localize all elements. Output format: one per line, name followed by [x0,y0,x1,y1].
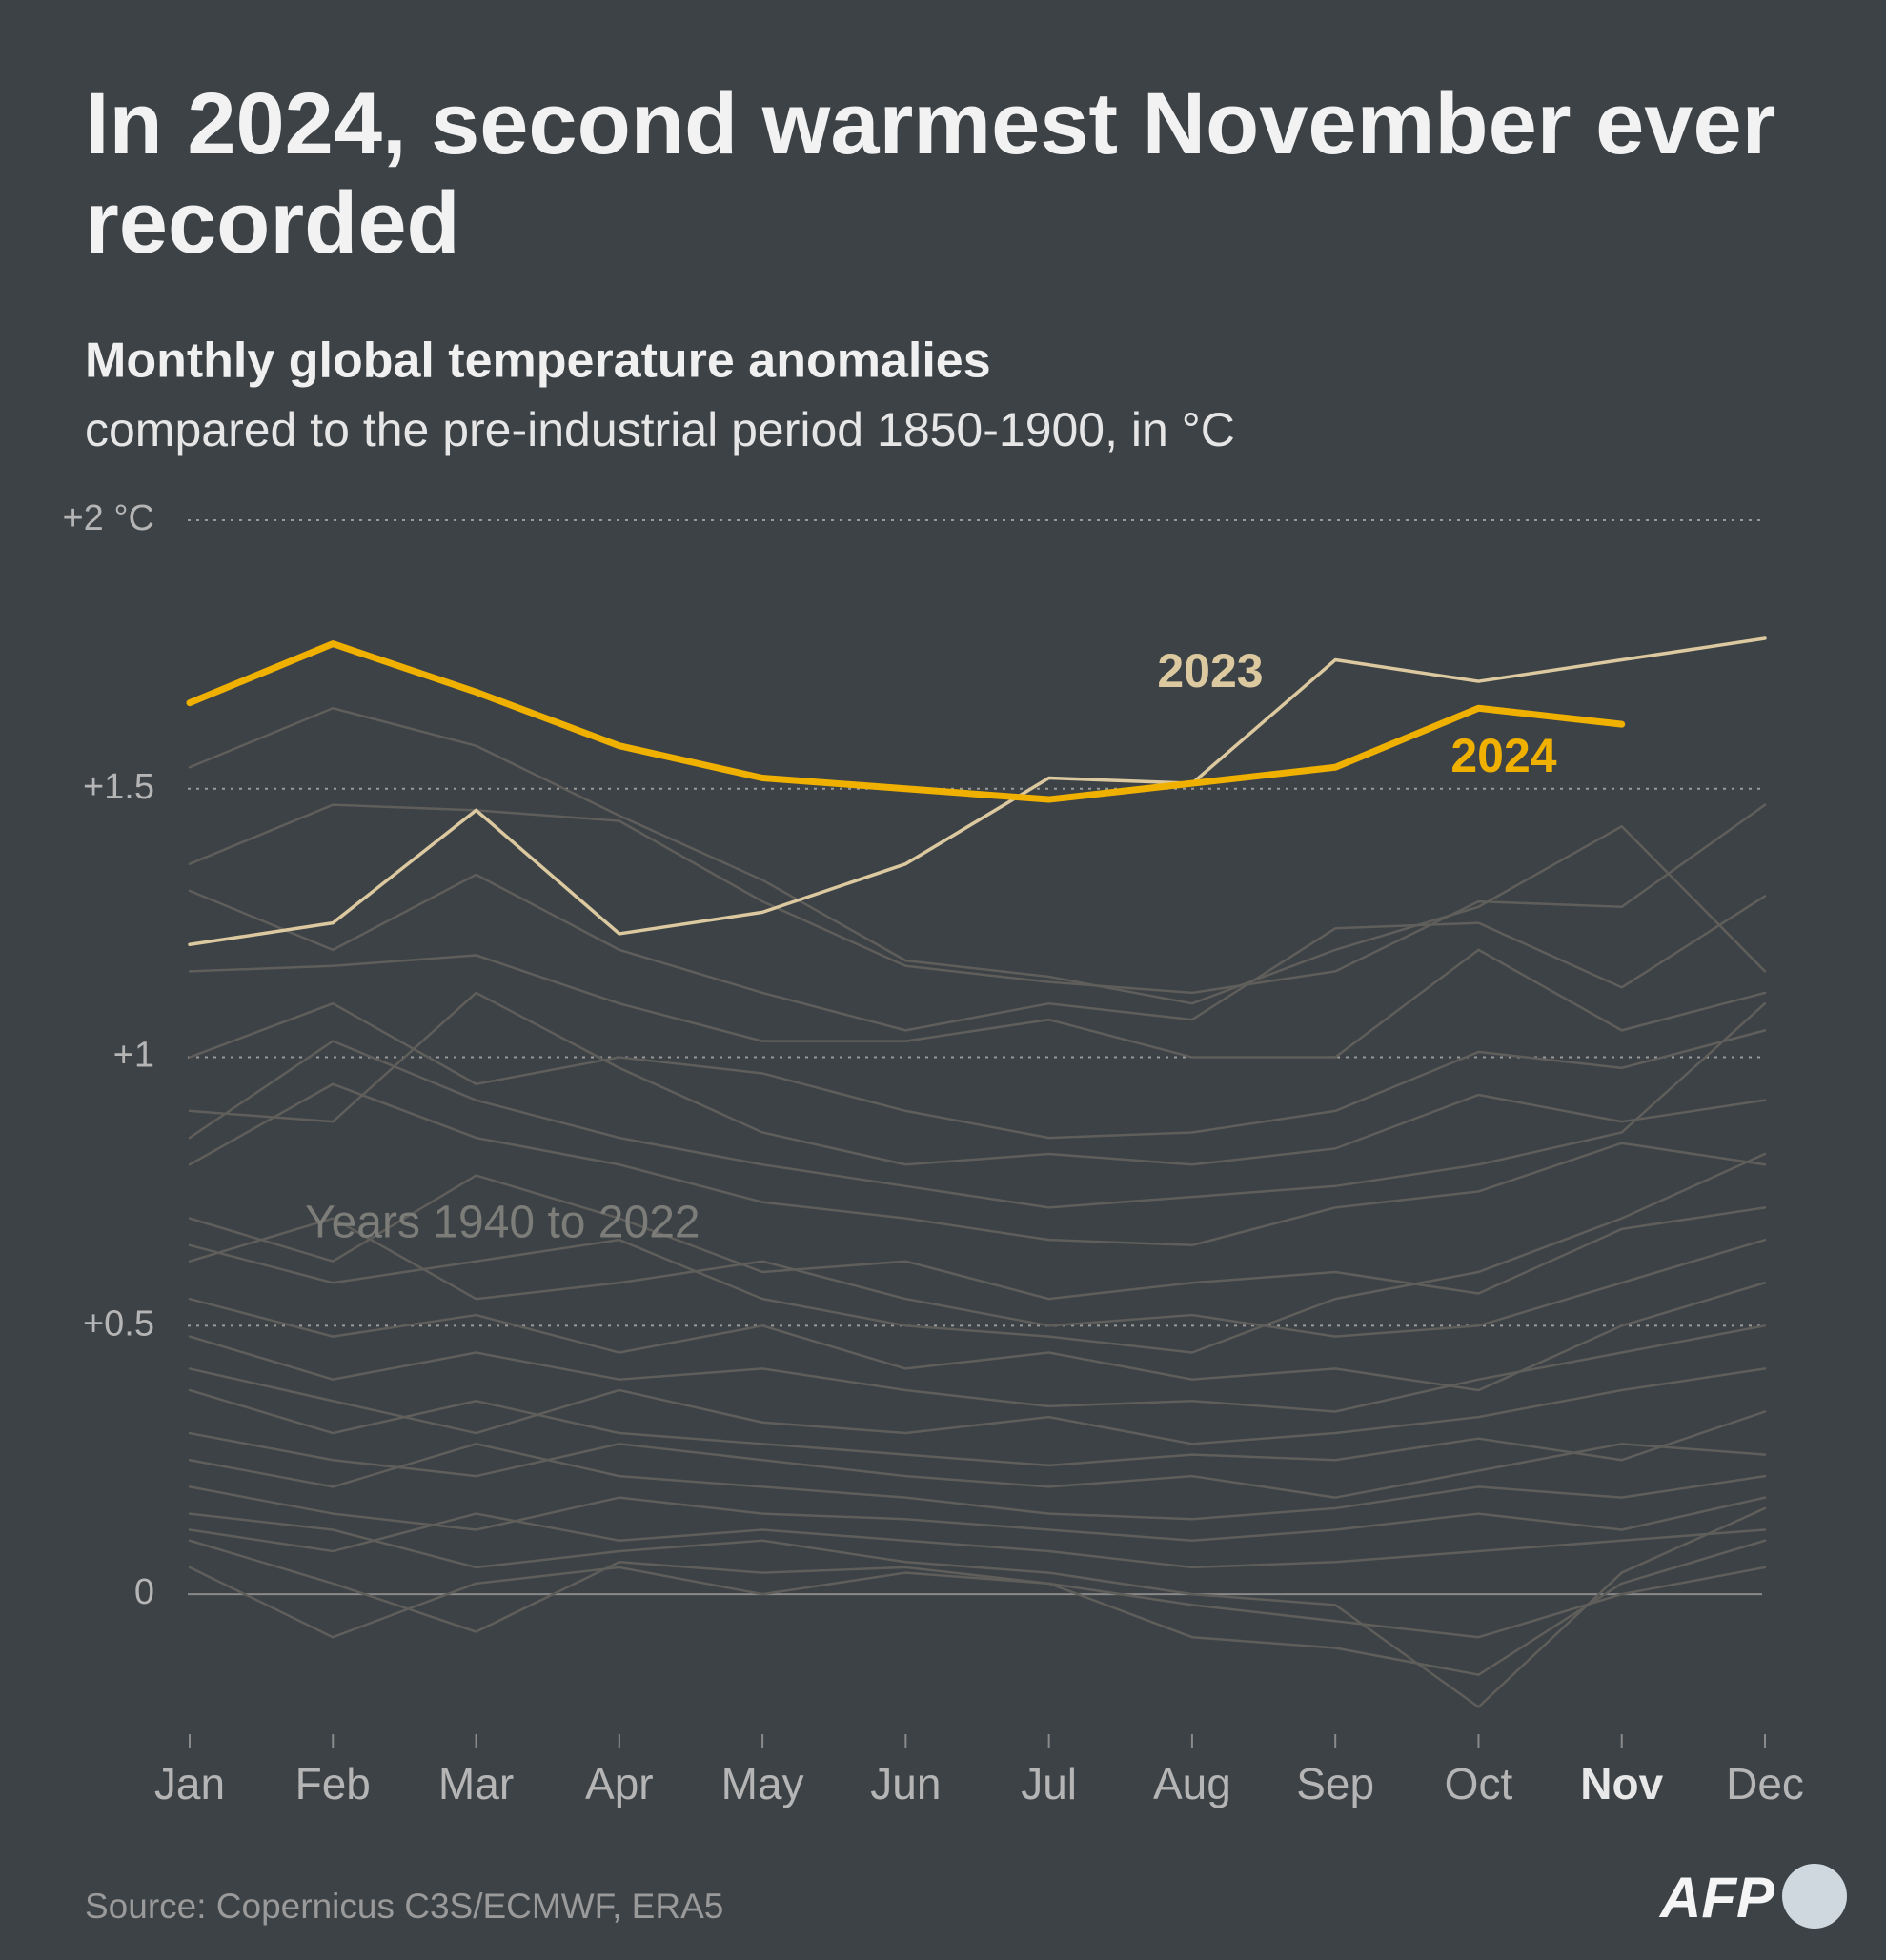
year-line [188,1485,1767,1543]
y-tick-label: +2 °C [62,498,154,538]
year-line [188,1282,1767,1392]
x-tick-label: Jul [1021,1759,1077,1808]
logo-circle [1782,1864,1847,1929]
x-tick-label: Dec [1726,1759,1804,1808]
y-tick-label: +1 [113,1036,154,1076]
subtitle-2: compared to the pre-industrial period 18… [85,403,1235,456]
year-line [188,1566,1767,1639]
year-line [188,1217,1767,1338]
x-tick-label: Aug [1153,1759,1231,1808]
year-line [188,803,1767,995]
year-line [188,1001,1767,1140]
annotation: 2023 [1157,644,1263,697]
year-line [188,706,1767,1005]
highlight-line [188,636,1767,946]
x-tick-label: Jun [870,1759,941,1808]
year-line [188,1174,1767,1301]
year-line [188,1506,1767,1708]
year-line [188,1367,1767,1445]
year-line [188,873,1767,1032]
x-tick-label: Feb [295,1759,371,1808]
year-line [188,1443,1767,1521]
year-line [188,1539,1767,1676]
y-tick-label: 0 [134,1572,154,1612]
logo-text: AFP [1658,1866,1775,1930]
annotation: Years 1940 to 2022 [305,1198,700,1248]
chart-title: In 2024, second warmest November ever re… [85,75,1776,272]
y-tick-label: +0.5 [83,1303,154,1344]
year-line [188,1512,1767,1569]
year-line [188,1431,1767,1499]
x-tick-label: Mar [438,1759,514,1808]
subtitle: Monthly global temperature anomalies [85,333,991,389]
year-line [188,1324,1767,1413]
year-line [188,1388,1767,1467]
annotation: 2024 [1450,729,1556,782]
source: Source: Copernicus C3S/ECMWF, ERA5 [85,1887,723,1926]
x-tick-label: Oct [1445,1759,1513,1808]
x-tick-label: Nov [1580,1759,1663,1808]
x-tick-label: Jan [154,1759,225,1808]
year-line [188,1001,1767,1209]
x-tick-label: Apr [585,1759,654,1808]
highlight-line [186,640,1626,803]
year-line [188,1082,1767,1247]
y-tick-label: +1.5 [83,767,154,807]
x-tick-label: May [721,1759,804,1808]
year-line [188,948,1767,1059]
year-line [188,1152,1767,1354]
x-tick-label: Sep [1296,1759,1374,1808]
year-line [188,991,1767,1166]
